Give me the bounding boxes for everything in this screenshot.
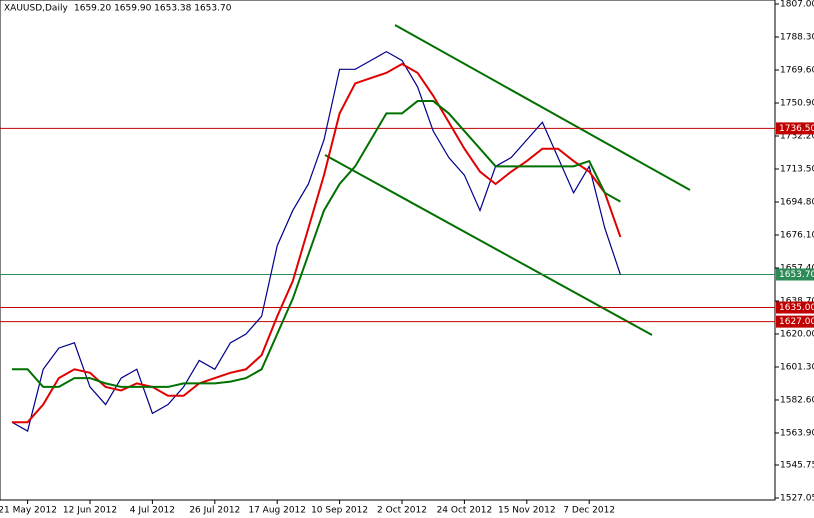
level-box bbox=[776, 122, 814, 135]
x-tick-label: 2 Oct 2012 bbox=[377, 506, 427, 516]
series-line bbox=[11, 50, 621, 432]
level-box bbox=[776, 301, 814, 314]
y-tick-label: 1527.05 bbox=[780, 494, 814, 504]
x-tick-label: 7 Dec 2012 bbox=[563, 506, 615, 516]
y-tick-label: 1694.80 bbox=[780, 197, 814, 207]
x-tick-label: 12 Jun 2012 bbox=[63, 506, 117, 516]
chart-title: XAUUSD,Daily bbox=[4, 4, 68, 14]
y-tick-label: 1563.90 bbox=[780, 428, 814, 438]
y-tick-label: 1657.40 bbox=[780, 263, 814, 273]
plot bbox=[0, 24, 775, 432]
y-tick-label: 1545.75 bbox=[780, 461, 814, 471]
level-box bbox=[776, 268, 814, 281]
level-box bbox=[776, 315, 814, 328]
x-tick-label: 26 Jul 2012 bbox=[189, 506, 240, 516]
y-tick-label: 1769.60 bbox=[780, 65, 814, 75]
chart-subtitle: 1659.20 1659.90 1653.38 1653.70 bbox=[74, 4, 232, 14]
x-tick-label: 4 Jul 2012 bbox=[130, 506, 175, 516]
x-tick-label: 24 Oct 2012 bbox=[437, 506, 493, 516]
x-tick-label: 17 Aug 2012 bbox=[248, 506, 306, 516]
y-tick-label: 1601.30 bbox=[780, 362, 814, 372]
y-tick-label: 1807.00 bbox=[780, 0, 814, 10]
plot-area bbox=[0, 0, 776, 501]
y-tick-label: 1750.90 bbox=[780, 98, 814, 108]
level-label: 1635.00 bbox=[779, 303, 814, 313]
y-tick-label: 1788.30 bbox=[780, 32, 814, 42]
series-line bbox=[12, 100, 621, 388]
x-tick-label: 21 May 2012 bbox=[0, 506, 57, 516]
y-tick-label: 1638.70 bbox=[780, 296, 814, 306]
level-label: 1736.50 bbox=[779, 124, 814, 134]
y-tick-label: 1732.20 bbox=[780, 131, 814, 141]
y-tick-label: 1676.10 bbox=[780, 230, 814, 240]
y-tick-label: 1713.50 bbox=[780, 164, 814, 174]
channel-line bbox=[324, 154, 653, 336]
level-label: 1653.70 bbox=[779, 270, 814, 280]
x-tick-label: 10 Sep 2012 bbox=[311, 506, 368, 516]
level-label: 1627.00 bbox=[779, 317, 814, 327]
channel-line bbox=[394, 24, 691, 191]
y-tick-label: 1582.60 bbox=[780, 395, 814, 405]
x-tick-label: 15 Nov 2012 bbox=[498, 506, 556, 516]
y-tick-label: 1620.00 bbox=[780, 329, 814, 339]
